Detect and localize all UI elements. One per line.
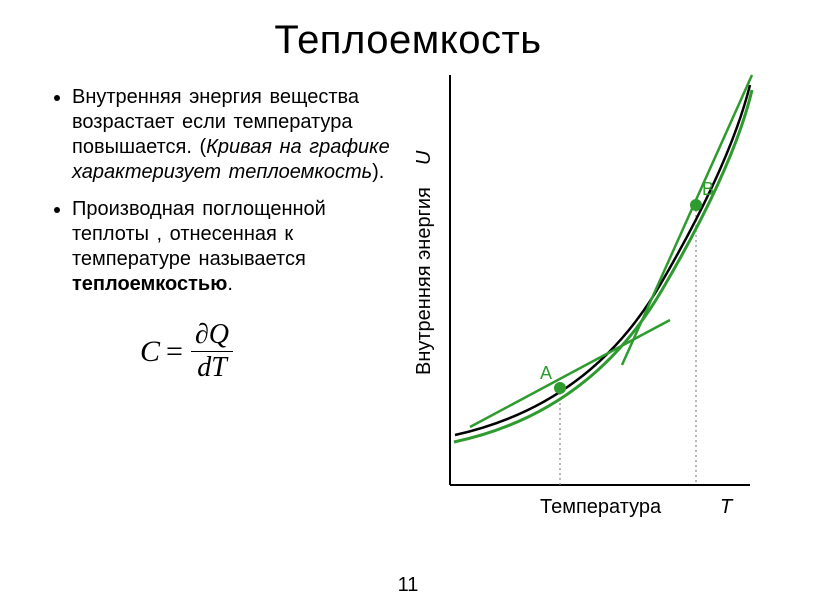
bullet-1-post: ).: [372, 161, 384, 183]
formula-num-var: Q: [209, 319, 229, 350]
formula: C = ∂Q dT: [140, 321, 400, 382]
text-column: Внутренняя энергия вещества возрастает е…: [40, 85, 400, 382]
formula-equals: =: [166, 335, 183, 369]
energy-curve: [455, 85, 750, 435]
bullet-2: Производная поглощенной теплоты , отнесе…: [72, 197, 400, 297]
energy-curve-green: [454, 90, 752, 442]
tangent-b: [622, 75, 752, 365]
bullet-2-pre: Производная поглощенной теплоты , отнесе…: [72, 198, 326, 270]
formula-den-var: T: [211, 352, 227, 383]
formula-lhs: C: [140, 335, 160, 369]
page-number: 11: [0, 574, 816, 597]
bullet-list: Внутренняя энергия вещества возрастает е…: [50, 85, 400, 297]
bullet-2-bold: теплоемкостью: [72, 273, 227, 295]
formula-den-d: d: [197, 352, 211, 383]
formula-partial: ∂: [195, 319, 209, 350]
content-area: Внутренняя энергия вещества возрастает е…: [40, 85, 776, 382]
point-b-label: B: [702, 179, 714, 199]
bullet-1: Внутренняя энергия вещества возрастает е…: [72, 85, 400, 185]
bullet-2-post: .: [227, 273, 233, 295]
point-a: [554, 382, 566, 394]
heat-capacity-chart: A B Внутренняя энергия U Температура T: [390, 65, 770, 535]
point-b: [690, 199, 702, 211]
slide-title: Теплоемкость: [40, 18, 776, 63]
tangent-a: [470, 320, 670, 427]
chart-column: A B Внутренняя энергия U Температура T: [410, 85, 776, 382]
x-axis-symbol: T: [720, 496, 734, 518]
point-a-label: A: [540, 363, 552, 383]
y-axis-label: Внутренняя энергия: [413, 187, 435, 375]
y-axis-symbol: U: [413, 150, 435, 165]
formula-fraction: ∂Q dT: [191, 321, 233, 382]
x-axis-label: Температура: [540, 496, 662, 518]
